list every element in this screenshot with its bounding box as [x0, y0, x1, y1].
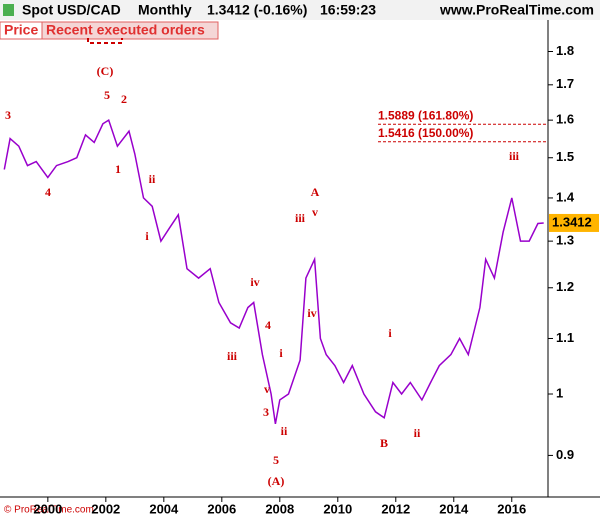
wave-label: iii: [227, 349, 238, 363]
symbol: Spot USD/CAD: [22, 2, 121, 18]
wave-label: iii: [295, 211, 306, 225]
header-bar: [0, 0, 600, 20]
wave-label: i: [388, 326, 392, 340]
wave-label: i: [145, 229, 149, 243]
wave-label: A: [311, 185, 320, 199]
site: www.ProRealTime.com: [439, 2, 594, 18]
wave-label: 5: [273, 453, 279, 467]
wave-label: i: [279, 346, 283, 360]
x-tick-label: 2006: [207, 501, 236, 516]
wave-label: v: [264, 382, 270, 396]
x-tick-label: 2016: [497, 501, 526, 516]
bracket: [87, 38, 123, 44]
y-tick-label: 1.5: [556, 149, 574, 164]
wave-label: 3: [263, 405, 269, 419]
wave-label: (A): [268, 474, 285, 488]
footer: © ProRealTime.com: [4, 505, 94, 516]
x-tick-label: 2010: [323, 501, 352, 516]
level-label: 1.5889 (161.80%): [378, 108, 473, 122]
wave-label: iv: [307, 306, 316, 320]
wave-label: ii: [149, 172, 156, 186]
wave-label: 4: [45, 185, 51, 199]
y-tick-label: 1: [556, 385, 563, 400]
tab[interactable]: [41, 21, 219, 40]
wave-label: ii: [414, 426, 421, 440]
x-tick-label: 2002: [91, 501, 120, 516]
tab-label[interactable]: Price: [4, 22, 38, 38]
last-price-box: [549, 213, 599, 232]
y-tick-label: 1.6: [556, 112, 574, 127]
wave-label: iv: [250, 275, 259, 289]
wave-label: (C): [97, 64, 114, 78]
x-tick-label: 2008: [265, 501, 294, 516]
wave-label: 4: [265, 318, 271, 332]
wave-label: iii: [509, 149, 520, 163]
x-tick-label: 2012: [381, 501, 410, 516]
wave-label: 2: [121, 92, 127, 106]
price-line: [3, 118, 544, 425]
y-tick-label: 1.8: [556, 43, 574, 58]
x-tick-label: 2014: [439, 501, 469, 516]
x-tick-label: 2000: [33, 501, 62, 516]
y-tick-label: 1.1: [556, 330, 574, 345]
wave-label: ii: [281, 424, 288, 438]
period: Monthly: [138, 2, 192, 18]
wave-label: 1: [115, 162, 121, 176]
y-tick-label: 0.9: [556, 447, 574, 462]
wave-label: B: [380, 436, 388, 450]
time: 16:59:23: [320, 2, 376, 18]
y-tick-label: 1.3: [556, 233, 574, 248]
wave-label: 3: [5, 108, 11, 122]
y-tick-label: 1.7: [556, 76, 574, 91]
wave-label: 5: [104, 88, 110, 102]
last-price: 1.3412: [552, 214, 592, 229]
y-tick-label: 1.4: [556, 189, 575, 204]
wave-label: v: [312, 205, 318, 219]
x-tick-label: 2004: [149, 501, 179, 516]
quote: 1.3412 (-0.16%): [207, 2, 307, 18]
icon: [3, 4, 14, 16]
y-tick-label: 1.2: [556, 279, 574, 294]
level-label: 1.5416 (150.00%): [378, 126, 473, 140]
tab-label[interactable]: Recent executed orders: [46, 22, 205, 38]
